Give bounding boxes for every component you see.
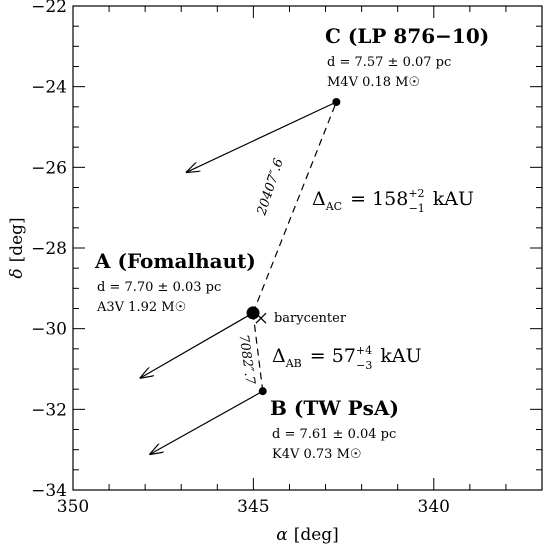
delta-eq: = 158 (350, 188, 408, 210)
y-tick-label: −26 (31, 158, 67, 178)
star-spectral: A3V 1.92 M☉ (96, 300, 186, 315)
star-name: A (Fomalhaut) (94, 249, 256, 273)
delta-unit: kAU (433, 188, 474, 210)
y-tick-label: −34 (31, 481, 67, 501)
y-tick-label: −32 (31, 400, 67, 420)
separation-line (252, 101, 337, 314)
proper-motion-arrow (187, 101, 337, 172)
y-tick-label: −24 (31, 78, 67, 98)
separation-distance: ΔAC = 158+2 −1 kAU (312, 187, 474, 215)
delta-sup: +2 (408, 187, 424, 200)
delta-eq: = 57 (310, 345, 356, 367)
x-tick-label: 350 (57, 497, 89, 517)
barycenter-marker (255, 312, 267, 324)
proper-motion-arrow (150, 390, 264, 454)
star-point (246, 306, 260, 320)
y-tick-label: −22 (31, 0, 67, 17)
star-spectral: K4V 0.73 M☉ (272, 447, 362, 462)
delta-sub: AC (325, 200, 342, 213)
separation-distance: ΔAB = 57+4 −3 kAU (272, 344, 422, 372)
x-axis-label: α [deg] (276, 525, 339, 545)
separation-line (252, 312, 264, 392)
delta-sub: AB (285, 357, 302, 370)
delta-low: −3 (356, 359, 372, 372)
x-axis-unit: [deg] (294, 525, 339, 545)
delta-low: −1 (409, 202, 425, 215)
y-axis-unit: [deg] (7, 217, 27, 262)
star-distance: d = 7.61 ± 0.04 pc (272, 427, 396, 442)
y-tick-label: −30 (31, 320, 67, 340)
delta-symbol: Δ (272, 345, 286, 367)
y-axis-symbol: δ (7, 268, 27, 278)
delta-unit: kAU (380, 345, 421, 367)
star-name: C (LP 876−10) (325, 24, 489, 48)
delta-sup: +4 (356, 344, 372, 357)
separation-angle: 20407″.6 (254, 157, 287, 218)
y-axis-label: δ [deg] (7, 217, 27, 278)
delta-symbol: Δ (312, 188, 326, 210)
separation-angle: 7082″.7 (236, 334, 258, 387)
star-name: B (TW PsA) (270, 396, 399, 420)
star-distance: d = 7.57 ± 0.07 pc (327, 55, 451, 70)
x-tick-label: 345 (237, 497, 269, 517)
star-distance: d = 7.70 ± 0.03 pc (97, 280, 221, 295)
star-point (258, 387, 267, 396)
x-axis-symbol: α (276, 525, 288, 545)
proper-motion-arrow (140, 312, 254, 378)
x-tick-label: 340 (418, 497, 450, 517)
barycenter-label: barycenter (274, 311, 347, 326)
star-point (332, 97, 341, 106)
y-tick-label: −28 (31, 239, 67, 259)
star-spectral: M4V 0.18 M☉ (327, 75, 420, 90)
